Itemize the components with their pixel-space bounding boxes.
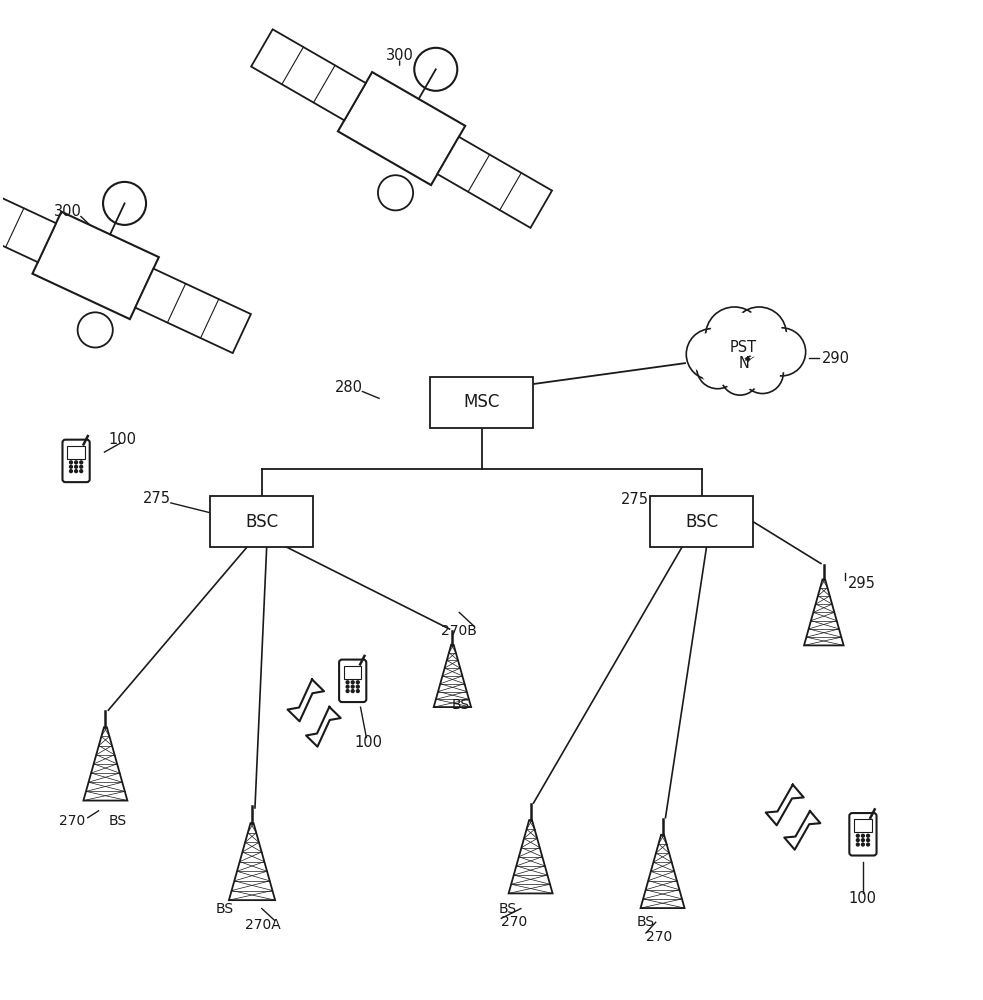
Circle shape	[761, 331, 802, 372]
Circle shape	[357, 690, 359, 692]
Text: 100: 100	[355, 735, 382, 750]
Circle shape	[723, 360, 756, 392]
Circle shape	[856, 834, 859, 837]
Text: PST
N: PST N	[730, 340, 757, 371]
Text: 300: 300	[54, 204, 82, 219]
Polygon shape	[434, 645, 471, 707]
Text: 270: 270	[501, 915, 528, 929]
Text: BS: BS	[216, 902, 234, 916]
Circle shape	[346, 681, 349, 684]
Text: BS: BS	[451, 698, 469, 712]
Text: 270B: 270B	[440, 624, 477, 638]
Circle shape	[70, 465, 73, 468]
Circle shape	[75, 465, 78, 468]
Polygon shape	[437, 137, 552, 228]
Circle shape	[706, 307, 763, 365]
Text: 295: 295	[848, 576, 876, 591]
Text: 300: 300	[385, 48, 414, 63]
Circle shape	[357, 685, 359, 688]
Circle shape	[861, 843, 864, 846]
FancyBboxPatch shape	[651, 496, 753, 547]
Text: 270A: 270A	[245, 918, 281, 932]
Circle shape	[700, 350, 735, 386]
Circle shape	[856, 839, 859, 842]
Circle shape	[351, 681, 354, 684]
FancyBboxPatch shape	[63, 440, 89, 482]
Text: 275: 275	[620, 492, 649, 508]
Circle shape	[346, 690, 349, 692]
FancyBboxPatch shape	[344, 666, 362, 679]
Text: 275: 275	[143, 491, 171, 506]
Circle shape	[690, 332, 733, 376]
Circle shape	[80, 461, 83, 464]
Circle shape	[745, 355, 781, 390]
Circle shape	[80, 465, 83, 468]
Polygon shape	[229, 823, 275, 900]
Circle shape	[741, 352, 783, 394]
Text: MSC: MSC	[464, 393, 500, 411]
Text: 290: 290	[822, 351, 850, 366]
Circle shape	[70, 470, 73, 473]
Polygon shape	[251, 29, 366, 120]
Polygon shape	[32, 212, 159, 319]
Circle shape	[867, 843, 870, 846]
Circle shape	[357, 681, 359, 684]
Circle shape	[697, 347, 738, 389]
Polygon shape	[804, 579, 843, 645]
Text: 280: 280	[335, 380, 363, 395]
Polygon shape	[641, 835, 684, 908]
FancyBboxPatch shape	[68, 446, 85, 459]
Circle shape	[75, 461, 78, 464]
Text: BSC: BSC	[685, 513, 719, 531]
FancyBboxPatch shape	[854, 819, 872, 832]
Circle shape	[867, 839, 870, 842]
Polygon shape	[84, 727, 128, 801]
Circle shape	[856, 843, 859, 846]
Circle shape	[732, 307, 786, 361]
FancyBboxPatch shape	[339, 660, 367, 702]
Circle shape	[351, 690, 354, 692]
Circle shape	[721, 357, 759, 395]
Text: BS: BS	[108, 814, 127, 828]
Circle shape	[70, 461, 73, 464]
Text: BS: BS	[636, 915, 655, 929]
FancyBboxPatch shape	[210, 496, 314, 547]
Polygon shape	[508, 820, 552, 893]
Circle shape	[80, 470, 83, 473]
Circle shape	[861, 834, 864, 837]
Polygon shape	[338, 72, 465, 185]
FancyBboxPatch shape	[431, 377, 533, 428]
Text: 100: 100	[108, 432, 137, 447]
FancyBboxPatch shape	[849, 813, 877, 856]
Circle shape	[346, 685, 349, 688]
Circle shape	[867, 834, 870, 837]
Circle shape	[861, 839, 864, 842]
Text: 270: 270	[59, 814, 86, 828]
Circle shape	[758, 328, 806, 376]
Text: BS: BS	[498, 902, 516, 916]
Text: 100: 100	[849, 891, 877, 906]
Polygon shape	[136, 269, 251, 353]
Circle shape	[351, 685, 354, 688]
Text: BSC: BSC	[245, 513, 278, 531]
Circle shape	[736, 311, 782, 357]
Circle shape	[686, 329, 737, 380]
Circle shape	[710, 311, 759, 360]
Circle shape	[75, 470, 78, 473]
Text: 270: 270	[646, 930, 672, 944]
Polygon shape	[0, 178, 56, 262]
